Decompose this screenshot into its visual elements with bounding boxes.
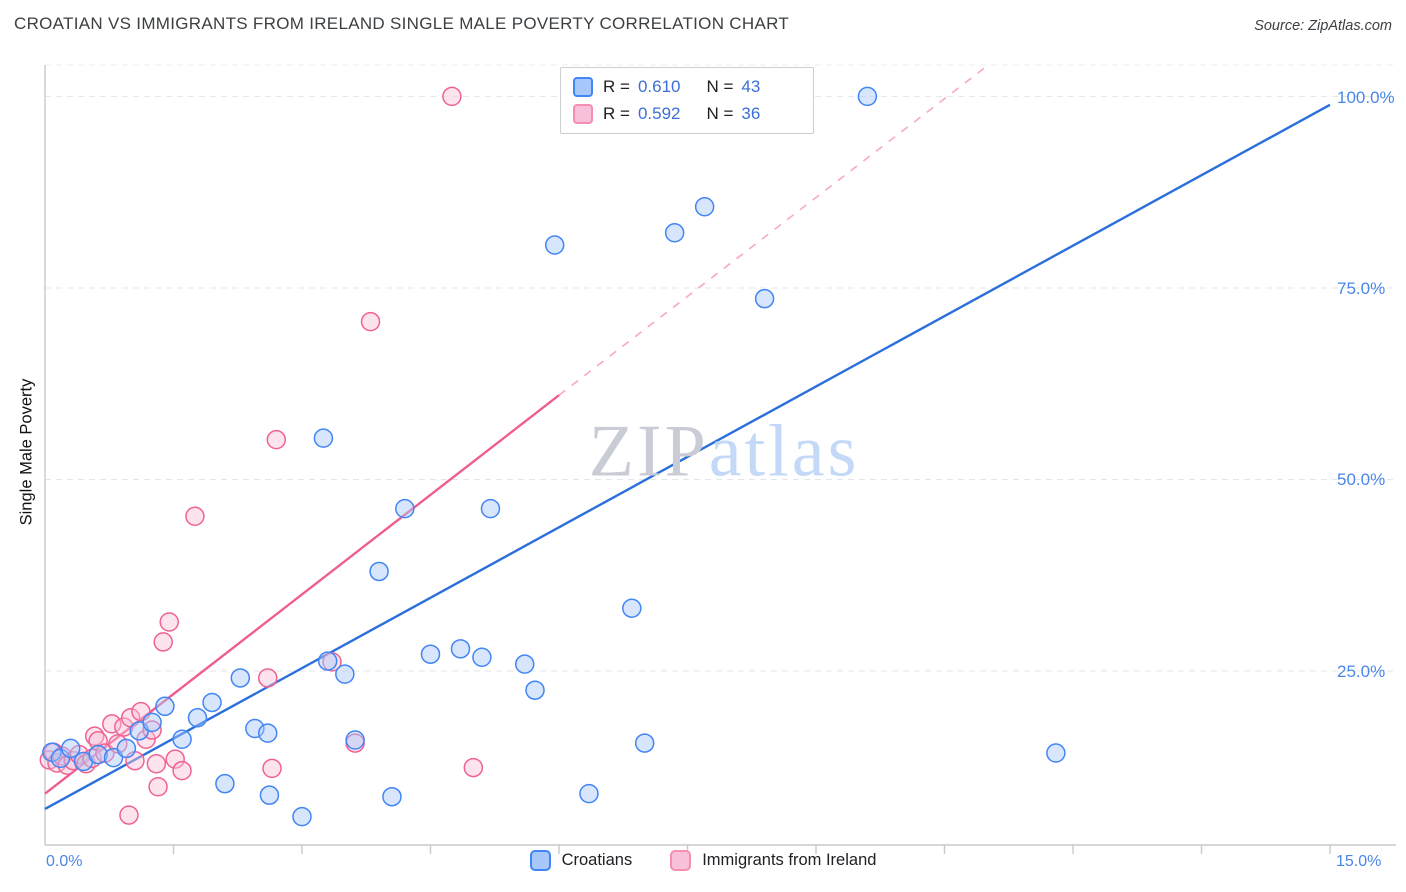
scatter-point: [266, 429, 287, 450]
scatter-point: [317, 651, 338, 671]
scatter-point: [148, 776, 168, 797]
scatter-point: [142, 712, 162, 733]
scatter-point: [579, 783, 599, 804]
bottom-legend-label: Immigrants from Ireland: [702, 851, 877, 869]
scatter-point: [292, 806, 312, 827]
legend-row-irish: R = 0.592 N = 36: [573, 104, 801, 124]
bottom-legend-item-croatians: Croatians: [529, 850, 633, 871]
scatter-point: [172, 729, 192, 749]
scatter-point: [335, 664, 355, 684]
scatter-point: [119, 805, 139, 825]
y-tick-100: 100.0%: [1337, 88, 1395, 107]
scatter-point: [525, 680, 545, 700]
n-value: 36: [741, 104, 761, 123]
scatter-point: [442, 86, 462, 107]
trend-line-extension: [558, 65, 988, 396]
scatter-point: [480, 498, 501, 519]
x-tick-min: 0.0%: [46, 853, 83, 870]
scatter-point: [313, 428, 334, 448]
y-tick-50: 50.0%: [1337, 470, 1386, 489]
scatter-point: [153, 632, 173, 652]
scatter-point: [187, 708, 208, 728]
x-tick-max: 15.0%: [1336, 853, 1382, 870]
scatter-point: [262, 758, 282, 779]
scatter-point: [172, 760, 192, 781]
r-label: R =: [603, 104, 630, 123]
scatter-point: [155, 696, 175, 717]
bottom-legend-label: Croatians: [561, 851, 633, 869]
irish-swatch-icon: [670, 850, 692, 871]
scatter-point: [754, 288, 775, 309]
scatter-point: [694, 196, 715, 217]
croatians-swatch-icon: [529, 850, 551, 871]
y-tick-75: 75.0%: [1337, 279, 1386, 298]
n-label: N =: [706, 77, 734, 96]
scatter-point: [146, 754, 167, 774]
croatians-swatch-icon: [573, 77, 593, 97]
scatter-point: [450, 639, 471, 659]
scatter-point: [159, 612, 179, 632]
scatter-point: [857, 86, 878, 107]
scatter-point: [165, 749, 185, 769]
scatter-point: [544, 235, 565, 255]
scatter-point: [259, 785, 280, 805]
scatter-point: [622, 598, 642, 618]
n-value: 43: [741, 77, 761, 96]
scatter-point: [215, 773, 235, 794]
scatter-point: [345, 730, 365, 750]
scatter-point: [395, 498, 415, 519]
y-axis-title: Single Male Poverty: [17, 378, 36, 526]
scatter-point: [116, 738, 137, 759]
scatter-point: [664, 223, 685, 243]
scatter-point: [230, 668, 251, 688]
scatter-point: [50, 748, 71, 769]
scatter-point: [202, 692, 222, 713]
scatter-point: [257, 668, 278, 688]
scatter-point: [88, 744, 108, 765]
legend-row-croatians: R = 0.610 N = 43: [573, 77, 801, 97]
scatter-point: [472, 647, 492, 668]
r-label: R =: [603, 77, 630, 96]
scatter-point: [360, 311, 381, 332]
scatter-point: [88, 731, 108, 751]
scatter-point: [369, 561, 389, 582]
scatter-point: [420, 644, 441, 664]
n-label: N =: [706, 104, 734, 123]
scatter-point: [60, 738, 81, 759]
scatter-point: [102, 714, 122, 734]
y-tick-25: 25.0%: [1337, 662, 1386, 681]
bottom-legend: Croatians Immigrants from Ireland: [0, 850, 1406, 871]
scatter-point: [514, 654, 535, 674]
scatter-point: [634, 733, 655, 753]
r-value: 0.610: [637, 77, 681, 96]
scatter-point: [382, 786, 402, 807]
scatter-point: [185, 506, 205, 527]
scatter-point: [463, 757, 484, 778]
r-value: 0.592: [637, 104, 681, 123]
scatter-point: [1046, 743, 1066, 763]
page-title: CROATIAN VS IMMIGRANTS FROM IRELAND SING…: [14, 14, 790, 33]
correlation-legend-box: R = 0.610 N = 43 R = 0.592 N = 36: [560, 67, 814, 134]
source-label: Source: ZipAtlas.com: [1254, 18, 1392, 34]
irish-swatch-icon: [573, 104, 593, 124]
scatter-point: [257, 723, 278, 743]
bottom-legend-item-irish: Immigrants from Ireland: [670, 850, 876, 871]
trend-line: [44, 103, 1331, 811]
